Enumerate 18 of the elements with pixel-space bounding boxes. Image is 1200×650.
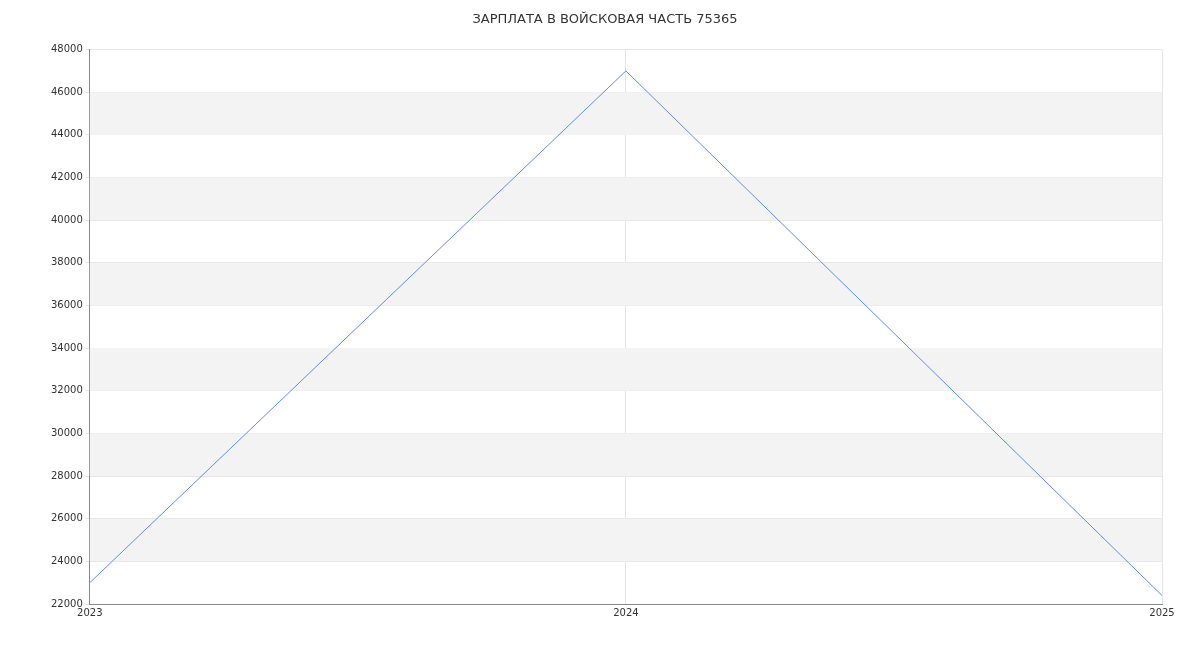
x-tick-label: 2023 xyxy=(77,606,103,618)
y-tick-label: 44000 xyxy=(51,128,83,140)
y-tick-label: 42000 xyxy=(51,171,83,183)
y-tick-label: 30000 xyxy=(51,427,83,439)
y-tick-label: 28000 xyxy=(51,469,83,481)
x-tick-label: 2025 xyxy=(1149,606,1175,618)
y-tick-label: 26000 xyxy=(51,512,83,524)
y-tick-label: 40000 xyxy=(51,213,83,225)
y-tick-label: 48000 xyxy=(51,43,83,55)
y-tick-label: 22000 xyxy=(51,597,83,609)
chart-title: ЗАРПЛАТА В ВОЙСКОВАЯ ЧАСТЬ 75365 xyxy=(472,11,738,27)
y-tick-label: 46000 xyxy=(51,85,83,97)
y-tick-label: 24000 xyxy=(51,554,83,566)
y-tick-label: 38000 xyxy=(51,256,83,268)
x-tick-label: 2024 xyxy=(613,606,639,618)
y-tick-label: 36000 xyxy=(51,299,83,311)
y-tick-label: 34000 xyxy=(51,341,83,353)
y-tick-label: 32000 xyxy=(51,384,83,396)
